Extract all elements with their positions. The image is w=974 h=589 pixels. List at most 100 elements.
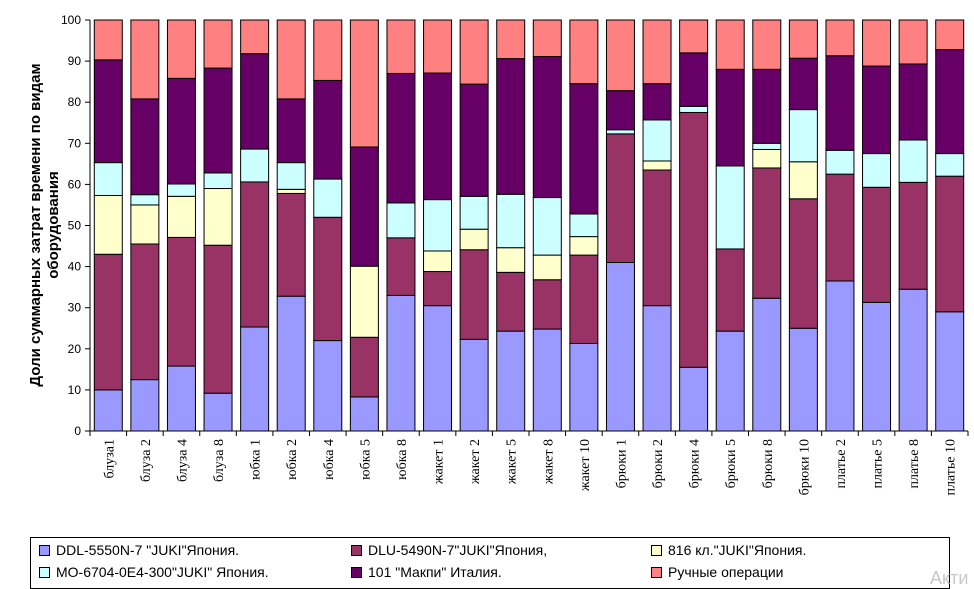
bar-segment [276,162,306,190]
bar-segment [898,288,928,432]
bar-segment [386,237,416,296]
x-tick-label: юбка 5 [358,439,373,480]
stacked-bar-chart: Доли суммарных затрат времени по видамоб… [27,13,969,496]
bar-segment [313,19,343,81]
bar-segment [788,109,818,163]
bar-segment [642,19,672,85]
y-tick-label: 20 [68,342,82,356]
bar-segment [935,19,965,51]
x-tick-label: жакет 1 [432,439,447,485]
x-tick-label: брюки 5 [724,439,739,488]
x-tick-label: жакет 10 [578,439,593,492]
bar-segment [935,311,965,432]
bar-segment [605,129,635,135]
bar-segment [862,153,892,188]
bar-segment [240,148,270,183]
bar-segment [496,19,526,60]
bar-segment [496,58,526,195]
bar-segment [752,19,782,70]
bar-segment [240,181,270,328]
bar-segment [130,204,160,245]
legend-label: Ручные операции [668,564,784,580]
bar-segment [715,19,745,70]
y-tick-label: 100 [61,13,81,27]
bar-segment [386,72,416,204]
bar-segment [532,19,562,58]
bar-segment [898,19,928,65]
bar-segment [166,77,196,185]
bar-segment [679,111,709,368]
bar-segment [276,192,306,297]
bar-segment [532,328,562,432]
legend-label: DLU-5490N-7"JUKI"Япония, [368,542,548,558]
legend-item: МО-6704-0Е4-300"JUKI" Япония. [39,564,269,580]
bar-segment [496,271,526,332]
y-axis-label: Доли суммарных затрат времени по видамоб… [27,63,62,386]
bar-segment [825,173,855,282]
bar-segment [642,169,672,307]
bar-segment [93,194,123,255]
bar-segment [166,365,196,432]
bar-segment [423,271,453,307]
y-tick-label: 10 [68,383,82,397]
bar-segment [752,142,782,150]
bar-segment [423,199,453,252]
bar-segment [569,254,599,344]
bar-segment [93,253,123,391]
legend-swatch [651,566,662,578]
bar-segment [313,216,343,342]
bar-segment [752,148,782,169]
bar-segment [240,326,270,432]
x-tick-label: юбка 4 [322,439,337,480]
bar-segment [935,175,965,313]
bar-segment [203,244,233,394]
x-tick-label: блуза 8 [212,439,227,482]
bar-segment [349,336,379,398]
bar-segment [898,139,928,183]
bar-segment [423,305,453,432]
bar-segment [788,19,818,59]
x-tick-label: юбка 1 [249,439,264,480]
bar-segment [130,243,160,381]
bar-segment [569,236,599,256]
bar-segment [752,68,782,144]
bar-segment [386,202,416,239]
bar-segment [862,186,892,303]
bar-segment [569,83,599,215]
bar-segment [166,195,196,238]
bar-segment [715,330,745,432]
legend-label: DDL-5550N-7 "JUKI"Япония. [56,542,240,558]
activation-watermark: Акти [930,568,969,588]
bar-segment [203,392,233,432]
bar-segment [93,19,123,61]
bar-segment [349,265,379,338]
bar-segment [715,248,745,332]
x-tick-label: блуза1 [102,439,117,479]
x-tick-label: блуза 2 [139,439,154,482]
bar-segment [862,65,892,155]
bar-segment [642,160,672,171]
bar-segment [459,249,489,340]
y-tick-label: 70 [68,136,82,150]
bar-segment [496,247,526,273]
bar-segment [679,52,709,107]
bar-segment [532,56,562,199]
bar-segment [423,250,453,273]
bar-segment [93,389,123,432]
bar-segment [313,340,343,432]
bar-segment [423,72,453,201]
legend-swatch [351,566,362,578]
bar-segment [788,161,818,200]
bar-segment [935,153,965,177]
bar-segment [715,165,745,250]
bar-segment [788,327,818,432]
bar-segment [276,295,306,432]
bar-segment [898,63,928,141]
bar-segment [496,330,526,432]
chart-legend: DDL-5550N-7 "JUKI"Япония. DLU-5490N-7"JUK… [30,537,950,589]
bar-segment [240,53,270,150]
bar-segment [423,19,453,74]
bar-segment [642,305,672,432]
bar-segment [605,19,635,92]
bar-segment [459,228,489,251]
